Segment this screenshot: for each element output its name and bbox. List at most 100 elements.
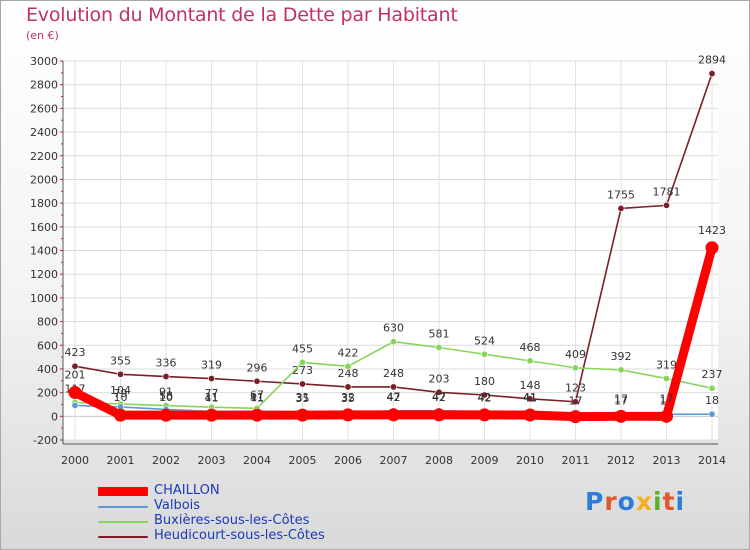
x-tick-label: 2012: [607, 454, 635, 467]
data-label-chaillon: 42: [432, 391, 446, 404]
data-label-chaillon: 1423: [698, 224, 726, 237]
legend-label-buxieres: Buxières-sous-les-Côtes: [154, 513, 310, 528]
x-tick-label: 2004: [243, 454, 271, 467]
logo-letter: r: [604, 487, 618, 516]
x-tick-label: 2010: [516, 454, 544, 467]
y-tick-label: 400: [37, 363, 58, 376]
x-tick-label: 2001: [107, 454, 135, 467]
data-label-heudicourt-sous-les-c-tes: 319: [201, 359, 222, 372]
data-point-heudicourt-sous-les-c-tes: [617, 204, 625, 212]
data-label-buxi-res-sous-les-c-tes: 392: [611, 350, 632, 363]
data-label-valbois: 18: [705, 394, 719, 407]
legend-item-heudicourt: Heudicourt-sous-les-Côtes: [98, 528, 398, 544]
data-point-buxi-res-sous-les-c-tes: [662, 375, 670, 383]
data-point-heudicourt-sous-les-c-tes: [298, 380, 306, 388]
x-tick-label: 2007: [380, 454, 408, 467]
legend-swatch-buxieres: [98, 521, 148, 523]
data-point-chaillon: [68, 386, 82, 400]
data-label-heudicourt-sous-les-c-tes: 180: [474, 375, 495, 388]
data-point-buxi-res-sous-les-c-tes: [435, 344, 443, 352]
data-point-buxi-res-sous-les-c-tes: [708, 384, 716, 392]
data-label-buxi-res-sous-les-c-tes: 319: [656, 359, 677, 372]
data-point-chaillon: [387, 408, 400, 422]
data-point-chaillon: [614, 409, 628, 423]
data-label-chaillon: 32: [341, 391, 355, 404]
data-label-valbois: 58: [159, 389, 173, 402]
x-tick-label: 2003: [198, 454, 226, 467]
y-tick-label: 1400: [30, 245, 58, 258]
data-label-buxi-res-sous-les-c-tes: 468: [520, 341, 541, 354]
data-label-chaillon: 42: [387, 391, 401, 404]
data-label-valbois: 47: [432, 391, 446, 404]
data-label-valbois: 17: [614, 394, 628, 407]
data-point-chaillon: [660, 409, 673, 423]
logo-letter: x: [635, 487, 653, 516]
data-point-heudicourt-sous-les-c-tes: [71, 362, 79, 370]
logo-letter: t: [662, 487, 676, 516]
x-tick-label: 2013: [653, 454, 681, 467]
y-tick-label: 3000: [30, 55, 58, 68]
logo-letter: i: [675, 487, 686, 516]
legend-label-heudicourt: Heudicourt-sous-les-Côtes: [154, 528, 325, 543]
data-point-chaillon: [478, 408, 491, 422]
data-label-heudicourt-sous-les-c-tes: 1781: [653, 185, 681, 198]
legend-label-valbois: Valbois: [154, 498, 201, 513]
data-label-buxi-res-sous-les-c-tes: 422: [338, 346, 359, 359]
data-label-chaillon: 42: [478, 391, 492, 404]
data-label-chaillon: 17: [660, 392, 674, 405]
x-tick-label: 2002: [152, 454, 180, 467]
data-point-heudicourt-sous-les-c-tes: [208, 375, 216, 383]
data-label-heudicourt-sous-les-c-tes: 2894: [698, 54, 726, 67]
data-label-buxi-res-sous-les-c-tes: 581: [429, 328, 450, 341]
y-tick-label: 600: [37, 339, 58, 352]
y-tick-label: 2000: [30, 173, 58, 186]
data-point-chaillon: [569, 410, 582, 424]
data-label-chaillon: 17: [614, 392, 628, 405]
data-point-buxi-res-sous-les-c-tes: [526, 357, 534, 365]
data-point-heudicourt-sous-les-c-tes: [117, 370, 125, 378]
legend-swatch-chaillon: [98, 487, 148, 496]
logo-letter: o: [617, 487, 636, 516]
data-point-buxi-res-sous-les-c-tes: [298, 358, 306, 366]
data-point-chaillon: [296, 408, 309, 422]
data-point-heudicourt-sous-les-c-tes: [344, 383, 352, 391]
data-label-buxi-res-sous-les-c-tes: 630: [383, 322, 404, 335]
data-label-valbois: 42: [478, 391, 492, 404]
logo-letter: P: [585, 487, 605, 516]
data-label-heudicourt-sous-les-c-tes: 1755: [607, 188, 635, 201]
data-label-valbois: 35: [296, 392, 310, 405]
y-tick-label: 1000: [30, 292, 58, 305]
y-tick-label: 1800: [30, 197, 58, 210]
legend: CHAILLON Valbois Buxières-sous-les-Côtes…: [98, 483, 398, 544]
data-point-chaillon: [341, 408, 355, 422]
data-point-heudicourt-sous-les-c-tes: [162, 373, 170, 381]
data-point-heudicourt-sous-les-c-tes: [662, 201, 670, 209]
data-label-buxi-res-sous-les-c-tes: 409: [565, 348, 586, 361]
y-tick-label: 800: [37, 316, 58, 329]
data-point-buxi-res-sous-les-c-tes: [571, 364, 579, 372]
data-label-chaillon: 10: [114, 391, 128, 404]
y-tick-label: 2600: [30, 102, 58, 115]
logo-letter: i: [653, 487, 663, 516]
y-tick-label: 200: [37, 387, 58, 400]
data-label-chaillon: 11: [205, 391, 219, 404]
data-point-chaillon: [705, 241, 719, 255]
x-tick-label: 2009: [471, 454, 499, 467]
x-tick-label: 2008: [425, 454, 453, 467]
x-tick-label: 2014: [698, 454, 726, 467]
legend-item-valbois: Valbois: [98, 498, 398, 514]
data-label-heudicourt-sous-les-c-tes: 248: [338, 367, 359, 380]
data-point-chaillon: [432, 408, 446, 422]
data-point-buxi-res-sous-les-c-tes: [480, 350, 488, 358]
data-point-heudicourt-sous-les-c-tes: [708, 70, 716, 78]
x-tick-label: 2006: [334, 454, 362, 467]
data-label-buxi-res-sous-les-c-tes: 455: [292, 342, 313, 355]
data-label-buxi-res-sous-les-c-tes: 91: [159, 386, 173, 399]
data-label-heudicourt-sous-les-c-tes: 296: [247, 361, 268, 374]
data-label-buxi-res-sous-les-c-tes: 77: [205, 387, 219, 400]
x-tick-label: 2005: [289, 454, 317, 467]
y-tick-label: 2400: [30, 126, 58, 139]
data-point-chaillon: [114, 408, 127, 422]
data-label-chaillon: 10: [159, 391, 173, 404]
